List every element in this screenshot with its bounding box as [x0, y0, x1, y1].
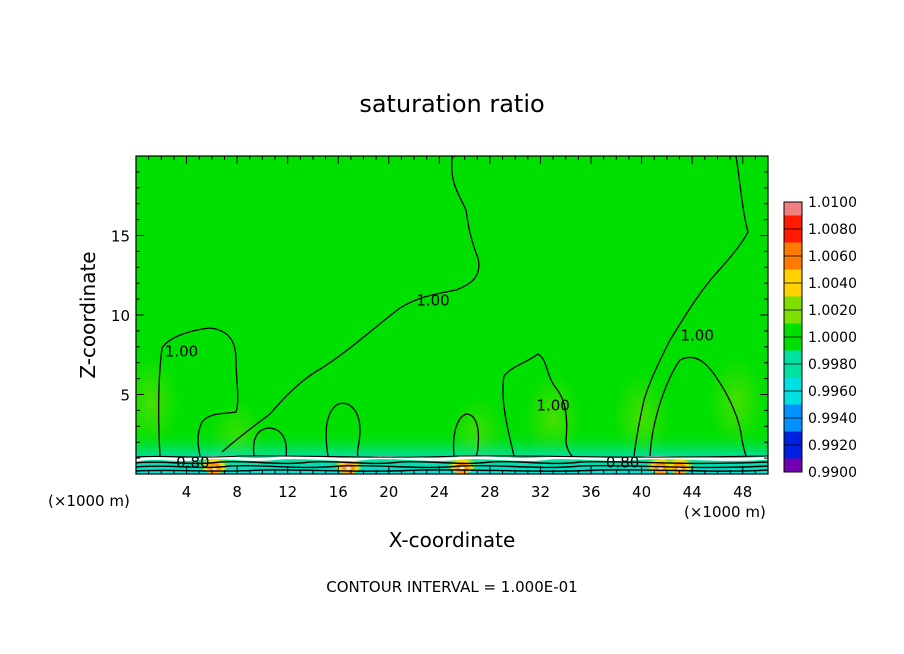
colorbar-swatch-8a: [784, 418, 802, 432]
y-tick-label-2: 15: [111, 228, 130, 246]
colorbar-swatch-3b: [784, 296, 802, 311]
contour-line-central: [221, 156, 480, 453]
colorbar-swatch-1a: [784, 229, 802, 243]
x-tick-label-6: 28: [480, 483, 499, 501]
colorbar-label-7: 0.9960: [808, 384, 857, 400]
colorbar-label-10: 0.9900: [808, 465, 857, 481]
colorbar-label-0: 1.0100: [808, 195, 857, 211]
contour-line-bump-26: [452, 413, 480, 457]
colorbar-swatch-3a: [784, 283, 802, 297]
plot-area: 1.00 1.00 1.00 1.00 0.80 0.80: [136, 156, 768, 474]
colorbar-label-1: 1.0080: [808, 222, 857, 238]
x-tick-label-1: 8: [232, 483, 242, 501]
y-tick-label-1: 10: [111, 307, 130, 325]
colorbar-label-2: 1.0060: [808, 249, 857, 265]
colorbar-swatch-5b: [784, 350, 802, 365]
colorbar-swatch-6b: [784, 377, 802, 392]
contour-label-3: 1.00: [681, 326, 714, 344]
colorbar-swatch-2b: [784, 269, 802, 284]
colorbar-label-9: 0.9920: [808, 438, 857, 454]
x-axis-ticks: 4 8 12 16 20 24 28 32 36 40 44 48: [148, 156, 756, 501]
x-tick-label-10: 44: [683, 483, 702, 501]
contour-line-bump-16: [325, 402, 361, 457]
x-tick-label-0: 4: [182, 483, 192, 501]
colorbar-label-6: 0.9980: [808, 357, 857, 373]
x-tick-label-8: 36: [581, 483, 600, 501]
light-zone-1: [708, 356, 765, 449]
colorbar: 1.0100 1.0080 1.0060 1.0040 1.0020 1.0000 0.99…: [783, 195, 857, 481]
colorbar-swatch-0b: [784, 215, 802, 230]
contour-line-lobe-31: [502, 353, 573, 457]
colorbar-label-5: 1.0000: [808, 330, 857, 346]
colorbar-swatch-8b: [784, 431, 802, 446]
contour-label-5: 0.80: [606, 454, 639, 472]
colorbar-swatch-7b: [784, 404, 802, 419]
contour-label-1: 1.00: [416, 291, 449, 309]
surface-contour-band: [136, 455, 768, 472]
x-tick-label-2: 12: [278, 483, 297, 501]
contour-line-bump-12: [252, 427, 288, 457]
x-tick-label-3: 16: [329, 483, 348, 501]
y-tick-label-0: 5: [120, 387, 130, 405]
contour-lines: [158, 156, 749, 457]
x-tick-label-7: 32: [531, 483, 550, 501]
colorbar-swatch-1b: [784, 242, 802, 257]
colorbar-swatch-0a: [784, 202, 802, 216]
x-tick-label-9: 40: [632, 483, 651, 501]
colorbar-swatch-7a: [784, 391, 802, 405]
colorbar-swatch-5a: [784, 337, 802, 351]
x-axis-label: X-coordinate: [389, 528, 516, 552]
contour-label-2: 1.00: [536, 396, 569, 414]
x-tick-label-11: 48: [733, 483, 752, 501]
colorbar-swatch-2a: [784, 256, 802, 270]
x-tick-label-5: 24: [430, 483, 449, 501]
contour-line-left-lobe: [158, 327, 239, 457]
y-axis-label: Z-coordinate: [76, 251, 100, 378]
colorbar-label-4: 1.0020: [808, 303, 857, 319]
contour-label-4: 0.80: [176, 454, 209, 472]
x-unit-right: (×1000 m): [684, 503, 766, 521]
colorbar-label-3: 1.0040: [808, 276, 857, 292]
colorbar-swatch-4b: [784, 323, 802, 338]
colorbar-swatch-6a: [784, 364, 802, 378]
colorbar-swatch-4a: [784, 310, 802, 324]
y-axis-ticks: 5 10 15: [111, 171, 768, 459]
contour-label-0: 1.00: [165, 342, 198, 360]
colorbar-label-8: 0.9940: [808, 411, 857, 427]
x-tick-label-4: 20: [379, 483, 398, 501]
contour-interval-note: CONTOUR INTERVAL = 1.000E-01: [326, 578, 577, 596]
light-zone-0: [136, 356, 180, 449]
contour-line-lobe-44: [649, 356, 747, 457]
colorbar-swatch-9a: [784, 445, 802, 459]
x-unit-left: (×1000 m): [48, 492, 130, 510]
colorbar-swatch-9b: [784, 458, 802, 473]
contour-line-right-upper: [633, 156, 749, 457]
chart-title: saturation ratio: [359, 90, 544, 118]
